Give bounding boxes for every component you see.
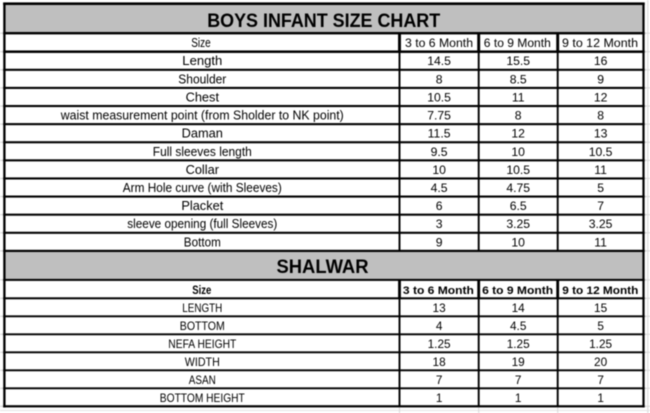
svg-text:11: 11 bbox=[512, 90, 525, 104]
svg-text:9: 9 bbox=[597, 72, 604, 86]
svg-text:9 to 12 Month: 9 to 12 Month bbox=[562, 285, 638, 297]
svg-text:3 to 6 Month: 3 to 6 Month bbox=[403, 285, 474, 297]
svg-text:4.75: 4.75 bbox=[506, 181, 530, 195]
svg-text:Arm Hole curve (with Sleeves): Arm Hole curve (with Sleeves) bbox=[123, 180, 282, 195]
svg-text:3.25: 3.25 bbox=[506, 217, 530, 231]
svg-text:Daman: Daman bbox=[182, 126, 223, 141]
svg-text:4.5: 4.5 bbox=[510, 319, 527, 333]
svg-text:Placket: Placket bbox=[181, 198, 223, 213]
svg-text:12: 12 bbox=[511, 127, 525, 141]
svg-text:Size: Size bbox=[192, 284, 211, 297]
svg-text:10: 10 bbox=[432, 163, 446, 177]
svg-text:10.5: 10.5 bbox=[427, 90, 451, 104]
svg-text:9.5: 9.5 bbox=[431, 145, 448, 159]
svg-text:6.5: 6.5 bbox=[510, 199, 527, 213]
svg-text:19: 19 bbox=[512, 355, 525, 369]
svg-text:10.5: 10.5 bbox=[506, 163, 530, 177]
svg-text:7: 7 bbox=[597, 373, 604, 387]
svg-text:NEFA HEIGHT: NEFA HEIGHT bbox=[168, 338, 236, 351]
svg-text:8.5: 8.5 bbox=[510, 72, 527, 86]
svg-text:Length: Length bbox=[182, 53, 222, 68]
svg-text:8: 8 bbox=[436, 72, 443, 86]
svg-text:12: 12 bbox=[594, 90, 608, 104]
svg-text:11: 11 bbox=[594, 163, 607, 177]
svg-text:6 to 9 Month: 6 to 9 Month bbox=[482, 285, 553, 297]
svg-text:3: 3 bbox=[436, 217, 443, 231]
svg-text:6 to 9 Month: 6 to 9 Month bbox=[484, 36, 551, 50]
svg-text:15: 15 bbox=[594, 301, 608, 315]
svg-text:8: 8 bbox=[515, 109, 522, 123]
svg-text:1.25: 1.25 bbox=[428, 337, 451, 351]
svg-text:sleeve opening (full Sleeves): sleeve opening (full Sleeves) bbox=[127, 216, 277, 231]
svg-text:WIDTH: WIDTH bbox=[185, 356, 220, 369]
svg-text:10: 10 bbox=[511, 235, 525, 249]
svg-text:Size: Size bbox=[191, 35, 211, 50]
svg-text:3.25: 3.25 bbox=[589, 217, 613, 231]
svg-text:9 to 12 Month: 9 to 12 Month bbox=[562, 36, 638, 50]
svg-text:Full sleeves length: Full sleeves length bbox=[153, 144, 252, 159]
svg-text:SHALWAR: SHALWAR bbox=[277, 256, 369, 278]
svg-text:10.5: 10.5 bbox=[589, 145, 613, 159]
svg-text:waist measurement point (from: waist measurement point (from Sholder to… bbox=[60, 108, 344, 123]
svg-text:Shoulder: Shoulder bbox=[178, 71, 227, 86]
svg-text:5: 5 bbox=[597, 181, 604, 195]
svg-text:6: 6 bbox=[436, 199, 443, 213]
svg-text:18: 18 bbox=[433, 355, 447, 369]
svg-text:9: 9 bbox=[436, 235, 443, 249]
svg-text:16: 16 bbox=[594, 54, 608, 68]
svg-text:1: 1 bbox=[515, 391, 522, 405]
svg-text:1.25: 1.25 bbox=[507, 337, 530, 351]
svg-text:3 to 6 Month: 3 to 6 Month bbox=[405, 36, 473, 50]
svg-text:Chest: Chest bbox=[186, 89, 220, 104]
svg-text:ASAN: ASAN bbox=[189, 374, 216, 387]
svg-text:BOTTOM HEIGHT: BOTTOM HEIGHT bbox=[160, 392, 245, 405]
svg-text:11.5: 11.5 bbox=[428, 127, 451, 141]
svg-text:11: 11 bbox=[594, 235, 607, 249]
svg-text:5: 5 bbox=[597, 319, 604, 333]
svg-text:20: 20 bbox=[594, 355, 608, 369]
svg-text:7: 7 bbox=[515, 373, 522, 387]
svg-text:7: 7 bbox=[597, 199, 604, 213]
svg-text:4.5: 4.5 bbox=[431, 181, 448, 195]
svg-text:15.5: 15.5 bbox=[506, 54, 530, 68]
svg-text:Bottom: Bottom bbox=[184, 234, 221, 249]
svg-text:LENGTH: LENGTH bbox=[182, 302, 222, 315]
svg-text:13: 13 bbox=[594, 127, 608, 141]
svg-text:14.5: 14.5 bbox=[427, 54, 451, 68]
svg-text:7: 7 bbox=[436, 373, 443, 387]
svg-text:10: 10 bbox=[511, 145, 525, 159]
svg-text:8: 8 bbox=[597, 109, 604, 123]
svg-text:BOTTOM: BOTTOM bbox=[180, 320, 225, 333]
svg-text:BOYS INFANT SIZE CHART: BOYS INFANT SIZE CHART bbox=[207, 11, 440, 32]
svg-text:7.75: 7.75 bbox=[427, 109, 451, 123]
svg-text:1: 1 bbox=[436, 391, 443, 405]
svg-text:4: 4 bbox=[436, 319, 443, 333]
svg-text:14: 14 bbox=[512, 301, 526, 315]
svg-text:1: 1 bbox=[597, 391, 604, 405]
svg-text:Collar: Collar bbox=[186, 162, 220, 177]
svg-text:1.25: 1.25 bbox=[589, 337, 612, 351]
svg-text:13: 13 bbox=[433, 301, 447, 315]
